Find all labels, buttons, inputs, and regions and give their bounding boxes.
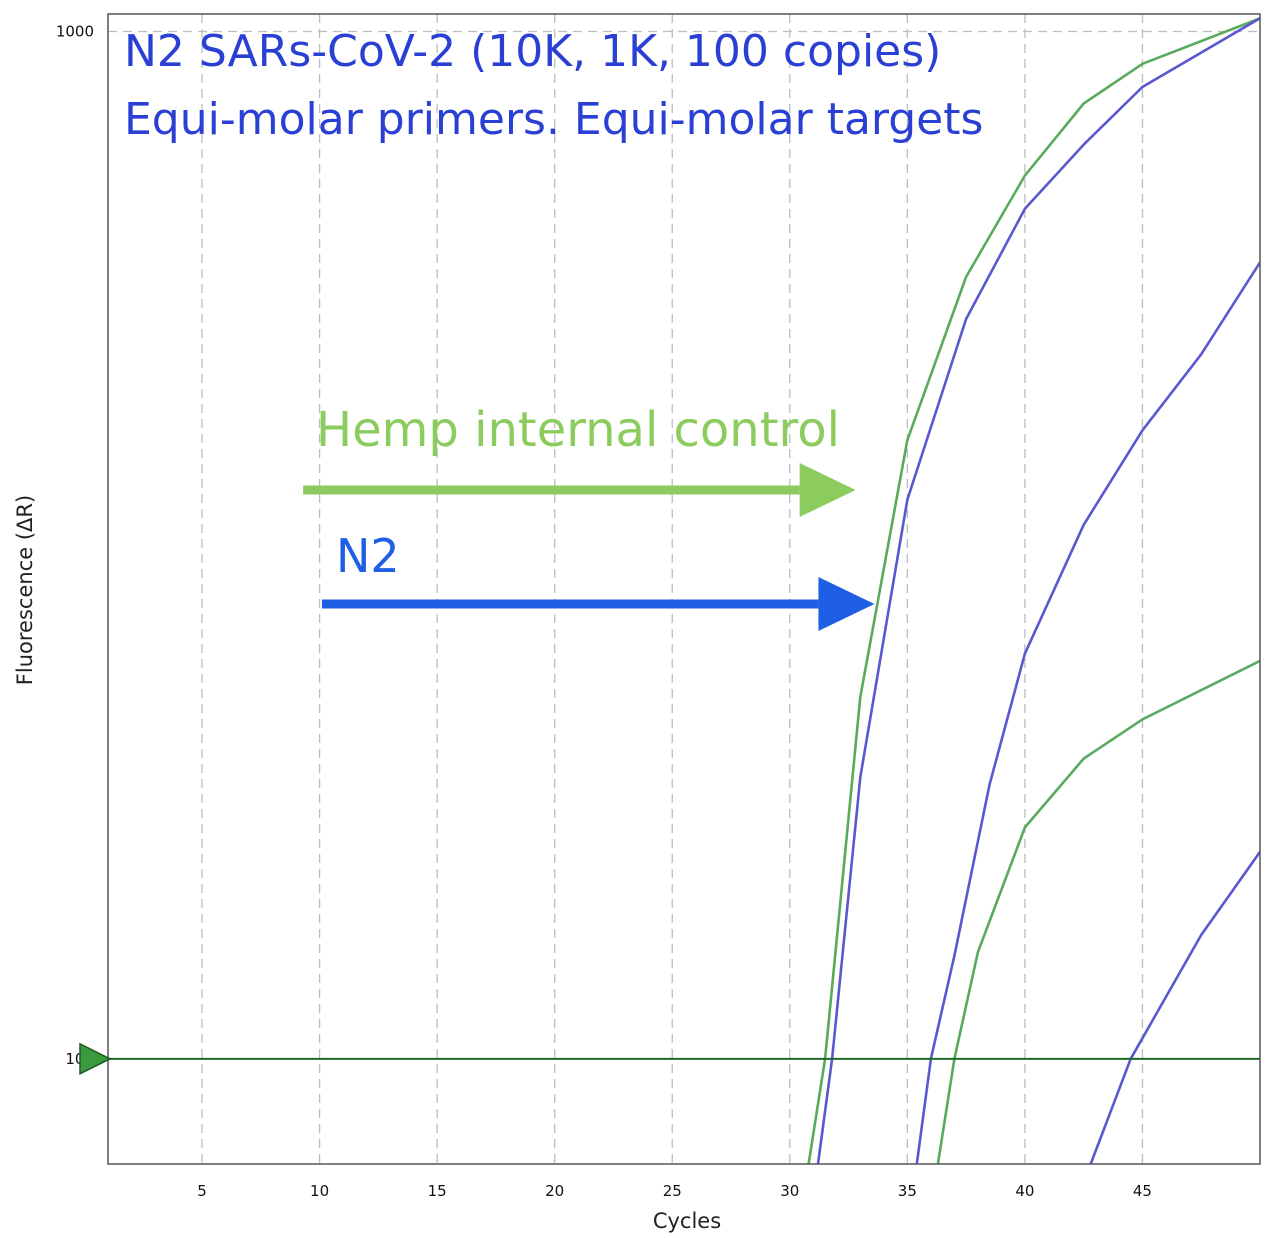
x-tick-label: 25 [663, 1182, 682, 1200]
chart-title: N2 SARs-CoV-2 (10K, 1K, 100 copies) [124, 26, 941, 77]
series-line-blue-5 [1089, 850, 1260, 1164]
chart-subtitle: Equi-molar primers. Equi-molar targets [124, 94, 983, 145]
axis-ticks: 510152025303540451001000 [56, 22, 1260, 1200]
y-tick-label: 1000 [56, 22, 94, 40]
x-tick-label: 30 [780, 1182, 799, 1200]
series-line-green-4 [936, 659, 1260, 1164]
y-axis-label: Fluorescence (ΔR) [13, 495, 37, 685]
threshold-handle[interactable] [79, 1042, 112, 1076]
series-line-blue-3 [915, 261, 1260, 1164]
series-group [807, 16, 1260, 1164]
x-axis-label: Cycles [653, 1209, 721, 1233]
x-tick-label: 40 [1015, 1182, 1034, 1200]
x-tick-label: 15 [428, 1182, 447, 1200]
annotations: Hemp internal control N2 [303, 402, 875, 631]
x-tick-label: 5 [197, 1182, 207, 1200]
annotation-n2-arrow-shaft [321, 599, 819, 609]
x-tick-label: 10 [310, 1182, 329, 1200]
annotation-n2-label: N2 [336, 529, 400, 583]
annotation-hemp-arrow-head [799, 463, 856, 517]
series-line-green-1 [807, 16, 1260, 1164]
x-tick-label: 45 [1133, 1182, 1152, 1200]
annotation-hemp-arrow-shaft [303, 485, 800, 495]
x-tick-label: 35 [898, 1182, 917, 1200]
plot-frame [107, 13, 1261, 1165]
annotation-n2-arrow-head [818, 577, 875, 631]
series-line-blue-2 [816, 16, 1260, 1164]
annotation-hemp-label: Hemp internal control [316, 402, 840, 458]
grid [108, 14, 1260, 1164]
x-tick-label: 20 [545, 1182, 564, 1200]
